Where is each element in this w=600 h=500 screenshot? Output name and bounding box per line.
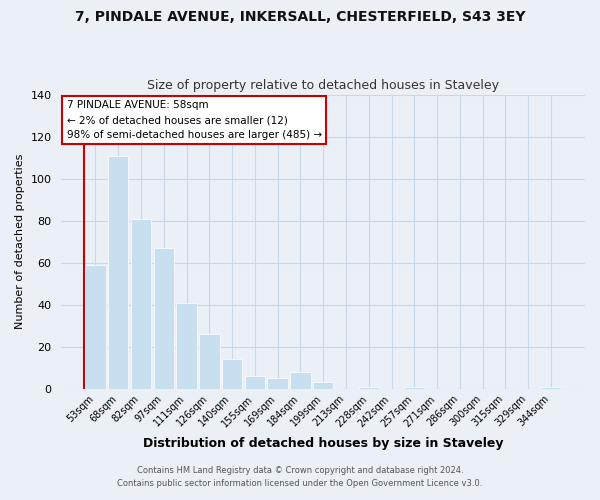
Text: 7, PINDALE AVENUE, INKERSALL, CHESTERFIELD, S43 3EY: 7, PINDALE AVENUE, INKERSALL, CHESTERFIE… [75,10,525,24]
Title: Size of property relative to detached houses in Staveley: Size of property relative to detached ho… [147,79,499,92]
X-axis label: Distribution of detached houses by size in Staveley: Distribution of detached houses by size … [143,437,503,450]
Bar [245,376,265,389]
Bar [176,302,197,389]
Bar [222,360,242,389]
Text: Contains HM Land Registry data © Crown copyright and database right 2024.
Contai: Contains HM Land Registry data © Crown c… [118,466,482,487]
Bar [290,372,311,389]
Y-axis label: Number of detached properties: Number of detached properties [15,154,25,330]
Bar [313,382,334,389]
Bar [541,386,561,389]
Text: 7 PINDALE AVENUE: 58sqm
← 2% of detached houses are smaller (12)
98% of semi-det: 7 PINDALE AVENUE: 58sqm ← 2% of detached… [67,100,322,140]
Bar [404,386,425,389]
Bar [359,386,379,389]
Bar [85,265,106,389]
Bar [268,378,288,389]
Bar [131,218,151,389]
Bar [199,334,220,389]
Bar [154,248,174,389]
Bar [108,156,128,389]
